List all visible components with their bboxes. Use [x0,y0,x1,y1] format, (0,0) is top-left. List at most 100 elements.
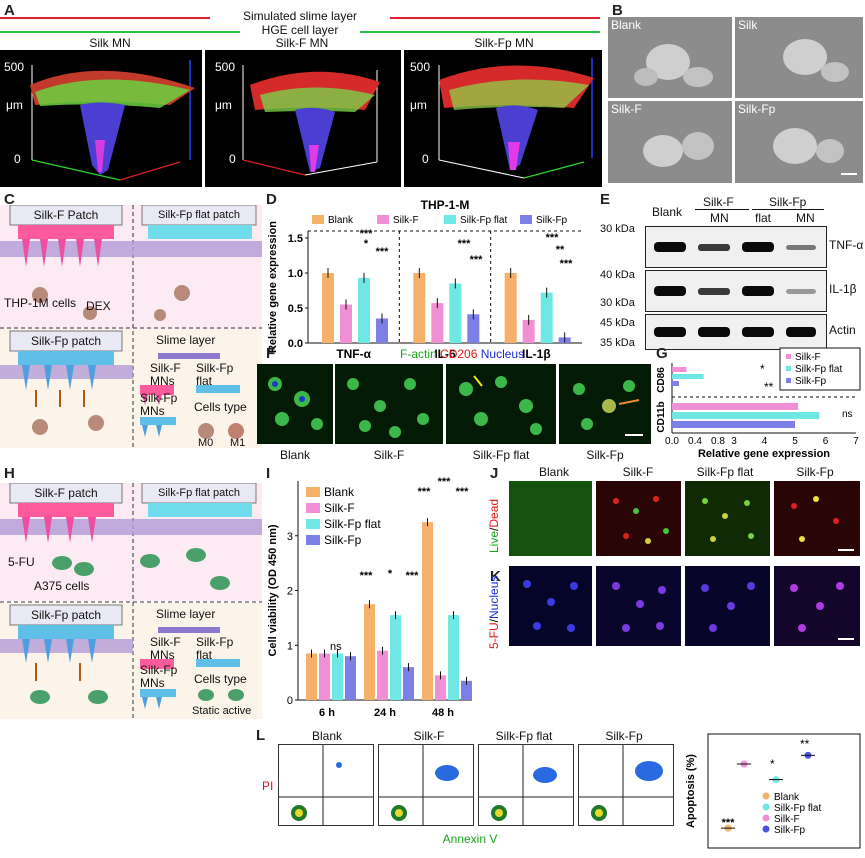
i-bar [461,680,472,700]
a-tick-500-3: 500 [410,60,431,74]
l-legend-label: Silk-Fp [774,825,806,836]
a-tick-500-2: 500 [215,60,236,74]
g-bar-cd86 [672,367,687,372]
d-significance: *** [470,254,484,266]
j-image-silk-fp [774,481,860,556]
e-col-blank: Blank [652,205,683,219]
i-legend-swatch [306,519,320,529]
c-silkf-mns: Silk-F MNs [150,361,181,388]
l-label-silk-fp: Silk-Fp [605,729,643,743]
f-label-silk-fp-flat: Silk-Fp flat [472,448,530,462]
a-unit-um-3: μm [410,98,427,112]
h-silkfp-flat: Silk-Fp flat [196,635,234,662]
i-bar [390,615,401,700]
e-col-silkfp: Silk-Fp [769,195,807,209]
d-legend-swatch [377,215,389,224]
panel-label-a: A [4,2,15,19]
f-stain-cd206: CD206 [440,347,478,361]
c-dex: DEX [86,299,111,313]
h-silkfp-patch: Silk-Fp patch [30,608,102,622]
i-xtick-label: 24 h [374,707,396,719]
panel-label-d: D [266,191,277,208]
panel-label-e: E [600,191,611,208]
f-image-blank-b [257,364,333,444]
c-thp-cells: THP-1M cells [4,296,77,310]
i-legend-label: Silk-F [324,501,355,515]
c-silkfp-mns: Silk-Fp MNs [140,391,178,418]
b-label-silk-fp: Silk-Fp [738,102,776,116]
b-label-blank: Blank [611,18,642,32]
h-flat-patch: Silk-Fp flat patch [158,487,240,499]
g-xtick-label: 3 [731,436,737,447]
l-legend-marker [762,792,770,800]
d-legend-swatch [520,215,532,224]
f-image-silk-f [335,364,443,444]
g-bar-cd11b [672,412,820,419]
e-blot-il1b [645,270,827,312]
i-sig-24h: *** [360,570,374,582]
chart-g: CD86 CD11b 0.0 0.4 0.8 3 4 5 6 7 Relative gene exp… [656,345,865,460]
c-cells-type: Cells type [194,400,247,414]
g-sig-ns: ns [842,409,853,420]
i-bar [306,653,317,700]
g-bar-cd86 [672,381,679,386]
h-cells-type: Cells type [194,672,247,686]
k-side-label: 5-FU/Nucleus [487,575,501,649]
panel-label-f: F [266,345,276,362]
c-silkfp-flat: Silk-Fp flat [196,361,234,388]
g-bar-cd11b [672,403,799,410]
g-legend-label: Silk-Fp flat [795,364,842,375]
g-xlabel: Relative gene expression [698,448,830,460]
d-significance: *** [546,232,560,244]
d-significance: ** [556,244,565,256]
d-title: THP-1-M [421,198,470,212]
h-silkf-mns: Silk-F MNs [150,635,181,662]
j-side-live: Live [487,530,501,553]
chart-l: Apoptosis (%) * ** *** Blank Silk-Fp flat Silk… [684,730,865,853]
h-a375: A375 cells [34,579,90,593]
e-kda-4: 45 kDa [600,317,635,329]
i-xtick-label: 48 h [432,707,454,719]
i-bar [345,656,356,700]
d-xtick-label: TNF-α [336,347,371,361]
f-label-silk-f: Silk-F [373,448,405,462]
hge-legend-text: HGE cell layer [240,23,360,37]
g-label-cd86: CD86 [656,367,667,393]
l-legend-marker [762,814,770,822]
g-sig-1: * [760,362,765,376]
d-legend-swatch [312,215,324,224]
e-underline-silkfp [752,209,824,210]
f-stain-header: F-actin CD206 Nucleus [400,347,524,361]
panel-label-j: J [490,465,499,482]
western-blot: Blank Silk-F Silk-Fp MN flat MN 30 kDa 4… [600,193,865,353]
d-bar [431,303,444,343]
i-sig-48h: *** [438,476,452,488]
l-legend-marker [762,825,770,833]
a-3d-image-silk-f: 500 μm 0 [205,50,401,187]
a-title-silk-fp-mn: Silk-Fp MN [474,36,534,50]
d-xtick-label: IL-1β [522,347,551,361]
g-legend-box [779,347,861,391]
i-sig-ns: ns [330,641,342,653]
g-xtick-label: 4 [762,436,768,447]
d-bar [449,283,462,343]
d-bar [376,318,388,343]
l-label-silk-fp-flat: Silk-Fp flat [495,729,553,743]
d-ytick-label: 0.0 [288,338,303,350]
panel-label-h: H [4,465,15,482]
panel-label-c: C [4,191,15,208]
f-stain-factin: F-actin [400,347,437,361]
l-label-blank: Blank [311,729,343,743]
i-ytick-label: 0 [287,695,293,707]
i-sig-24h: * [388,568,393,580]
k-image-silk-f [596,566,681,646]
i-xtick-label: 6 h [319,707,335,719]
c-m1: M1 [230,437,246,449]
g-legend-label: Silk-F [795,352,821,363]
i-bar [448,615,459,700]
a-tick-0-3: 0 [422,152,429,166]
i-bar [332,653,343,700]
c-schematic: Silk-F Patch Silk-Fp flat patch THP-1M c… [0,204,262,449]
d-bar [467,314,480,343]
d-xtick-label: IL-6 [434,347,456,361]
